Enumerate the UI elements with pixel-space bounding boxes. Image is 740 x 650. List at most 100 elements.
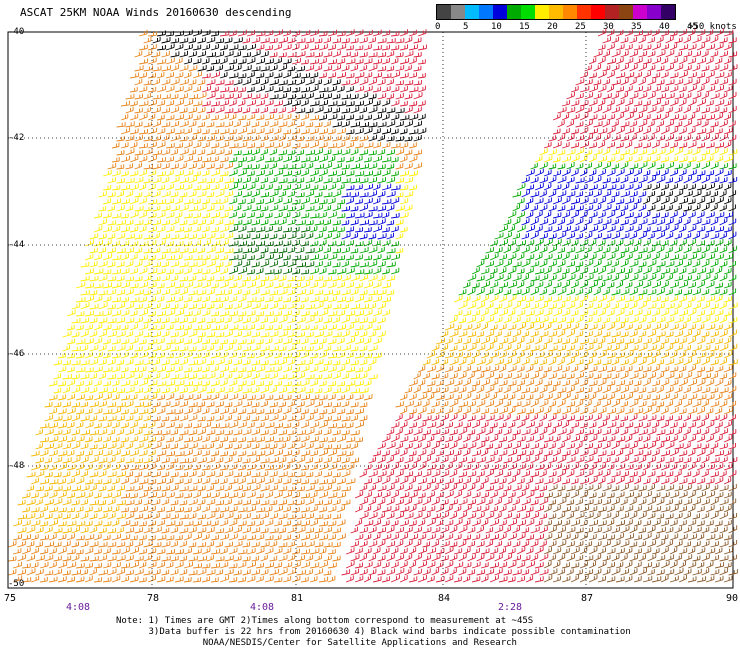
wind-barb bbox=[674, 204, 682, 212]
wind-barb bbox=[629, 372, 639, 380]
wind-barb bbox=[233, 107, 242, 114]
wind-barb bbox=[408, 477, 416, 485]
wind-barb bbox=[719, 301, 727, 310]
wind-barb bbox=[377, 317, 386, 324]
wind-barb bbox=[219, 267, 228, 275]
wind-barb bbox=[404, 484, 413, 492]
wind-barb bbox=[624, 85, 633, 93]
wind-barb bbox=[615, 295, 625, 303]
wind-barb bbox=[350, 219, 359, 226]
wind-barb bbox=[548, 456, 557, 464]
wind-barb bbox=[206, 317, 216, 324]
wind-barb bbox=[139, 394, 149, 401]
wind-barb bbox=[12, 519, 22, 527]
wind-barb bbox=[319, 394, 328, 401]
wind-barb bbox=[229, 58, 238, 65]
wind-barb bbox=[157, 199, 167, 205]
wind-barb bbox=[678, 253, 688, 261]
wind-barb bbox=[98, 400, 107, 408]
wind-barb bbox=[660, 463, 670, 471]
wind-barb bbox=[278, 442, 286, 450]
wind-barb bbox=[278, 205, 288, 212]
wind-barb bbox=[121, 338, 130, 345]
wind-barb bbox=[381, 211, 390, 219]
wind-barb bbox=[570, 154, 580, 163]
wind-barb bbox=[665, 204, 673, 212]
wind-barb bbox=[719, 442, 728, 450]
wind-barb bbox=[652, 492, 661, 499]
wind-barb bbox=[624, 112, 634, 121]
wind-barb bbox=[678, 210, 687, 219]
wind-barb bbox=[534, 421, 543, 429]
wind-barb bbox=[197, 331, 206, 338]
wind-barb bbox=[395, 205, 405, 212]
wind-barb bbox=[323, 37, 331, 44]
wind-barb bbox=[282, 338, 293, 345]
wind-barb bbox=[372, 463, 382, 471]
wind-barb bbox=[300, 99, 309, 107]
wind-barb bbox=[130, 521, 139, 527]
wind-barb bbox=[719, 107, 728, 114]
wind-barb bbox=[188, 555, 198, 562]
wind-barb bbox=[701, 288, 710, 296]
wind-barb bbox=[166, 338, 176, 345]
wind-barb bbox=[80, 302, 90, 310]
wind-barb bbox=[260, 512, 270, 520]
wind-barb bbox=[665, 513, 674, 520]
wind-barb bbox=[485, 400, 494, 408]
wind-barb bbox=[705, 226, 715, 233]
wind-barb bbox=[314, 176, 323, 184]
wind-barb bbox=[319, 184, 327, 191]
wind-barb bbox=[652, 170, 660, 177]
wind-barb bbox=[246, 491, 256, 499]
wind-barb bbox=[116, 415, 125, 422]
wind-barb bbox=[462, 392, 472, 401]
wind-barb bbox=[503, 512, 512, 520]
wind-barb bbox=[476, 441, 486, 450]
wind-barb bbox=[660, 71, 669, 79]
wind-barb bbox=[710, 345, 719, 352]
wind-barb bbox=[683, 484, 692, 492]
wind-barb bbox=[323, 276, 333, 282]
wind-barb bbox=[638, 372, 647, 380]
wind-barb bbox=[624, 127, 635, 135]
wind-barb bbox=[490, 464, 500, 471]
wind-barb bbox=[62, 471, 71, 478]
wind-barb bbox=[305, 442, 314, 450]
wind-barb bbox=[256, 507, 266, 513]
wind-barb bbox=[80, 275, 90, 282]
wind-barb bbox=[107, 555, 117, 562]
wind-barb bbox=[597, 350, 607, 359]
wind-barb bbox=[44, 443, 54, 450]
wind-barb bbox=[157, 380, 167, 387]
wind-barb bbox=[26, 485, 34, 492]
wind-barb bbox=[647, 289, 657, 296]
wind-barb bbox=[714, 196, 724, 205]
wind-barb bbox=[211, 548, 221, 555]
wind-barb bbox=[215, 471, 224, 478]
wind-barb bbox=[557, 497, 567, 506]
wind-barb bbox=[580, 338, 589, 345]
wind-barb bbox=[301, 548, 310, 555]
wind-barb bbox=[296, 316, 306, 324]
wind-barb bbox=[129, 141, 138, 149]
wind-barb bbox=[219, 575, 230, 583]
wind-barb bbox=[354, 184, 363, 191]
wind-barb bbox=[336, 43, 347, 51]
wind-barb bbox=[620, 483, 629, 492]
wind-barb bbox=[278, 471, 288, 478]
wind-barb bbox=[179, 107, 188, 114]
wind-barb bbox=[48, 561, 57, 569]
wind-barb bbox=[642, 85, 652, 93]
wind-barb bbox=[669, 448, 679, 457]
wind-barb bbox=[638, 274, 648, 282]
wind-barb bbox=[588, 211, 598, 219]
wind-barb bbox=[242, 317, 251, 324]
wind-barb bbox=[345, 352, 354, 359]
wind-barb bbox=[332, 176, 342, 184]
wind-barb bbox=[53, 415, 63, 422]
wind-barb bbox=[219, 71, 228, 79]
wind-barb bbox=[399, 519, 409, 527]
wind-barb bbox=[355, 100, 364, 107]
wind-barb bbox=[453, 379, 463, 387]
